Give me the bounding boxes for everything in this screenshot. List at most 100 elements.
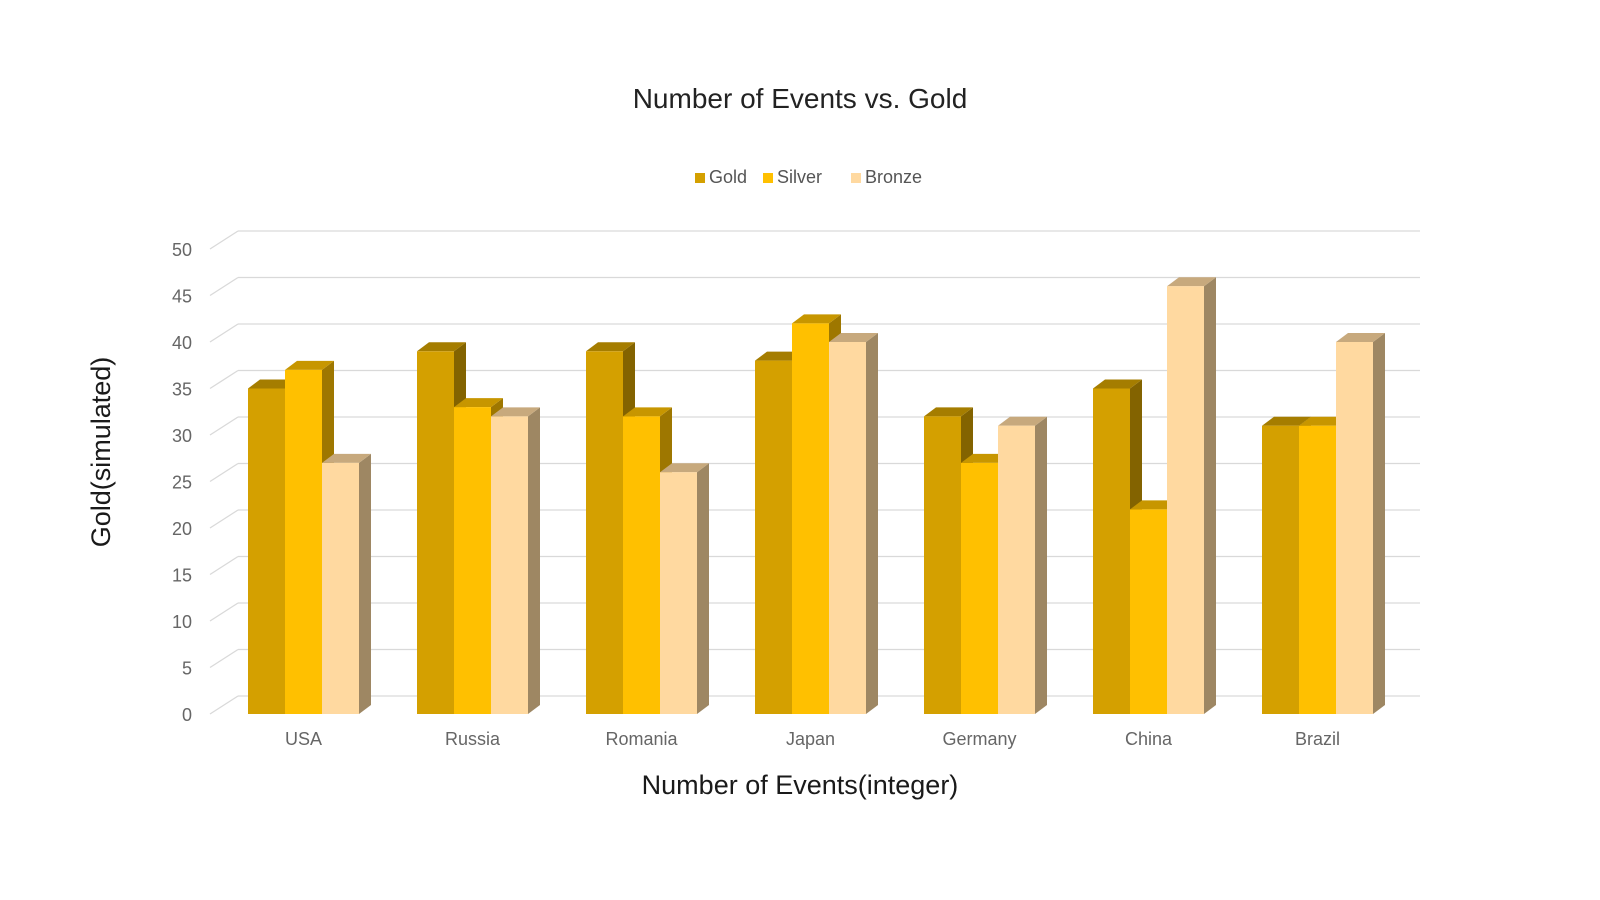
bar-front [792,323,829,714]
bar-front [1262,425,1299,714]
bar-front [491,416,528,714]
x-axis-title: Number of Events(integer) [642,770,959,800]
y-tick-label: 30 [172,426,192,446]
bar-front [586,351,623,714]
bar-front [248,388,285,714]
bar-top [491,407,540,417]
bar-front [1299,425,1336,714]
y-tick-label: 40 [172,333,192,353]
legend-label: Bronze [865,167,922,187]
gridline-diagonal [209,416,239,436]
bar-top [417,342,466,352]
bar-top [1262,416,1311,426]
gridline-diagonal [209,648,239,669]
chart-title: Number of Events vs. Gold [633,83,968,114]
y-tick-label: 10 [172,612,192,632]
x-axis-categories: USA Russia Romania Japan Germany China Brazil [285,729,1340,749]
bar-front [961,462,998,714]
bar-top [285,360,334,370]
y-tick-label: 35 [172,380,192,400]
gridline-diagonal [209,323,239,343]
gridline-diagonal [209,230,239,250]
bar-top [829,333,878,342]
x-category-label: Romania [605,729,678,749]
y-tick-label: 50 [172,240,192,260]
gridline-diagonal [209,509,239,529]
legend-swatch [695,173,705,183]
bar-side [697,463,709,714]
bar-top [1130,500,1179,510]
gridline-diagonal [209,602,239,622]
bar-front [998,425,1035,714]
y-tick-label: 5 [182,659,192,679]
bar-front [924,416,961,714]
bar-side [866,333,878,714]
bar-front [1167,286,1204,714]
x-category-label: China [1125,729,1173,749]
y-tick-label: 25 [172,473,192,493]
bar-front [454,407,491,714]
bar-front [417,351,454,714]
x-category-label: Germany [942,729,1016,749]
bar-side [1035,416,1047,714]
bar-top [623,407,672,417]
bar-side [359,453,371,714]
bar [660,463,709,714]
gridline-diagonal [209,555,239,576]
bar-top [248,379,297,389]
legend-item: Gold [695,167,747,187]
bar-front [623,416,660,714]
legend-swatch [851,173,861,183]
bar-top [454,398,503,408]
legend-label: Gold [709,167,747,187]
bar-top [755,351,804,361]
bar [491,407,540,714]
bar-front [285,369,322,714]
x-category-label: Russia [445,729,501,749]
gridline-diagonal [209,369,239,390]
bar [1336,333,1385,714]
y-axis-ticks: 0 5 10 15 20 25 30 35 40 45 50 [172,240,192,725]
bar-top [961,453,1010,463]
y-tick-label: 0 [182,705,192,725]
bar-top [1167,277,1216,287]
gridline-diagonal [209,276,239,297]
bar-front [829,342,866,714]
legend-item: Silver [763,167,822,187]
y-tick-label: 20 [172,519,192,539]
bar-top [998,416,1047,426]
bar-top [924,407,973,417]
bar-top [792,314,841,324]
bar-top [1299,416,1348,426]
bar-top [1336,333,1385,342]
bar-side [528,407,540,714]
y-tick-label: 15 [172,566,192,586]
gridline-diagonal [209,695,239,715]
x-category-label: Brazil [1295,729,1340,749]
y-axis-title: Gold(simulated) [86,357,116,548]
x-category-label: USA [285,729,322,749]
legend-label: Silver [777,167,822,187]
gridline-diagonal [209,462,239,483]
bar-front [755,360,792,714]
bar-side [1373,333,1385,714]
legend-item: Bronze [851,167,922,187]
bar-side [1204,277,1216,714]
bar-top [660,463,709,473]
bar [1167,277,1216,714]
bar-top [1093,379,1142,389]
legend: Gold Silver Bronze [695,167,922,187]
x-category-label: Japan [786,729,835,749]
y-tick-label: 45 [172,287,192,307]
bar-front [660,472,697,714]
bar-front [1093,388,1130,714]
bar-front [1336,342,1373,714]
bar [998,416,1047,714]
bar-front [1130,509,1167,714]
bar [829,333,878,714]
legend-swatch [763,173,773,183]
bar [322,453,371,714]
bar-front [322,462,359,714]
bar-top [586,342,635,352]
